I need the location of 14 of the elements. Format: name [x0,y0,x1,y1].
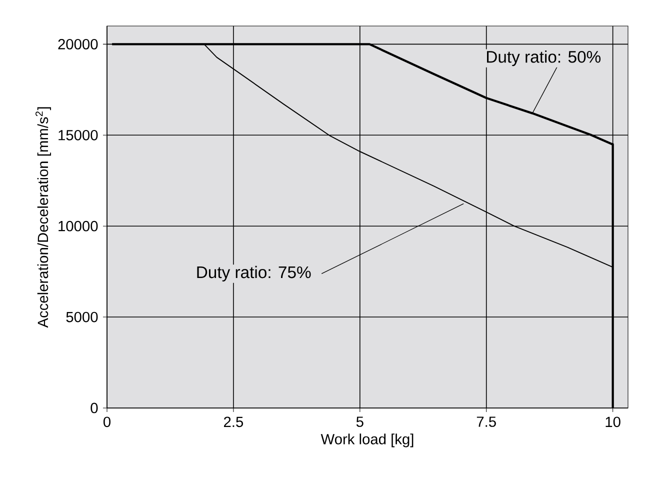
annotation: Duty ratio: 50% [487,50,601,66]
y-tick-label: 15000 [58,130,98,140]
x-tick-label: 7.5 [476,416,496,427]
y-axis-title: Acceleration/Deceleration [mm/s$^{2}$] [36,107,52,328]
y-tick-label: 10000 [58,220,98,232]
y-tick-label: 5000 [66,312,98,322]
x-tick-label: 2.5 [224,416,244,428]
y-tick-label: 20000 [58,39,98,50]
x-tick-label: 5 [356,416,364,427]
x-axis-title: Work load [kg] [320,434,414,448]
x-tick-label: 0 [103,416,110,428]
annotation: Duty ratio: 75% [197,266,311,282]
x-tick-label: 10 [606,416,620,428]
y-tick-label: 0 [90,402,98,414]
